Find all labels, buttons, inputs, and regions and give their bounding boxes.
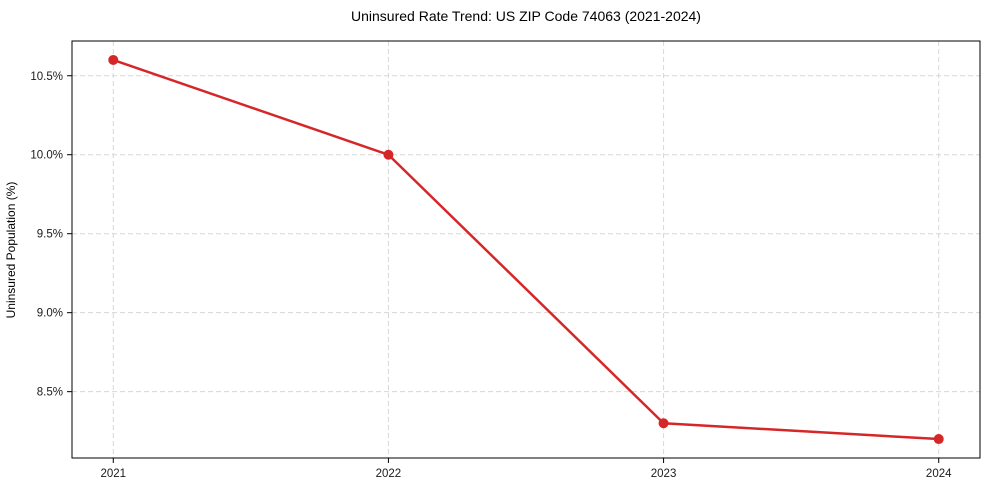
chart-title: Uninsured Rate Trend: US ZIP Code 74063 …	[351, 8, 701, 24]
y-tick-label: 9.0%	[37, 308, 63, 320]
data-point	[383, 149, 394, 160]
x-tick-label: 2021	[100, 468, 126, 480]
x-tick-label: 2022	[376, 468, 402, 480]
axis-layer: 8.5% 9.0% 9.5% 10.0% 10.5% 2021 2022 2023 2024	[30, 40, 981, 480]
y-axis-label: Uninsured Population (%)	[4, 182, 18, 319]
data-point	[658, 418, 669, 429]
y-tick-label: 8.5%	[37, 387, 63, 399]
grid-layer	[72, 41, 980, 458]
series-layer	[108, 54, 944, 445]
y-tick-label: 9.5%	[37, 229, 63, 241]
x-tick-label: 2024	[926, 468, 952, 480]
data-point	[933, 434, 944, 445]
plot-border	[71, 40, 981, 459]
y-tick-label: 10.5%	[30, 71, 63, 83]
x-tick-label: 2023	[651, 468, 677, 480]
data-point	[108, 54, 119, 65]
trend-line	[112, 58, 940, 441]
y-tick-label: 10.0%	[30, 150, 63, 162]
